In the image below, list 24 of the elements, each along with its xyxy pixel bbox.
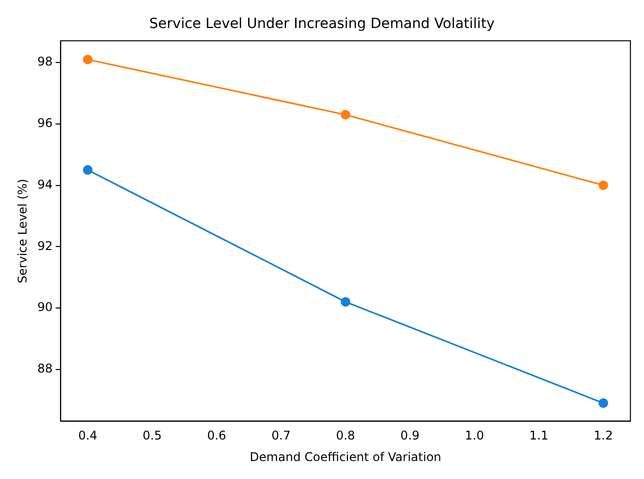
point [340, 110, 350, 120]
y-axis-title: Service Level (%) [15, 178, 30, 284]
y-tick-label: 90 [37, 300, 53, 314]
x-tick-label: 0.6 [207, 428, 226, 443]
x-tick-label: 1.0 [464, 428, 484, 443]
point [598, 180, 608, 190]
x-axis-title: Demand Coefficient of Variation [250, 450, 442, 464]
y-tick-label: 88 [37, 361, 53, 376]
point [82, 165, 93, 175]
y-tick-label: 98 [37, 54, 53, 69]
x-tick-label: 0.7 [272, 428, 291, 443]
y-tick-label: 96 [37, 116, 53, 130]
x-tick-label: 1.1 [529, 428, 548, 443]
point [598, 398, 608, 408]
x-tick-label: 0.5 [142, 428, 162, 443]
point [340, 297, 350, 307]
x-tick-label: 1.2 [594, 428, 613, 443]
y-tick-label: 94 [37, 177, 53, 192]
chart-title: Service Level Under Increasing Demand Volatility [149, 16, 495, 32]
x-tick-label: 0.4 [78, 428, 98, 443]
point [82, 54, 93, 64]
x-tick-label: 0.9 [400, 428, 420, 443]
y-tick-label: 92 [37, 238, 53, 253]
x-tick-label: 0.8 [336, 428, 356, 443]
